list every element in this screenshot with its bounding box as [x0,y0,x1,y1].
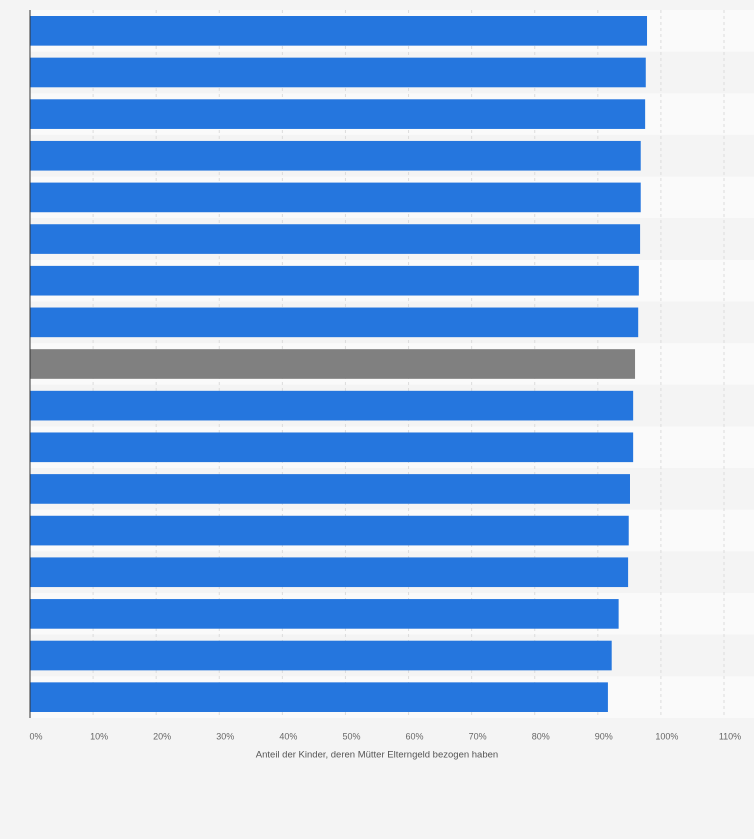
x-tick-label: 80% [532,731,550,741]
x-tick-label: 60% [406,731,424,741]
bar [30,474,630,504]
x-tick-label: 30% [216,731,234,741]
bar [30,224,641,254]
bar [30,599,619,629]
bar [30,349,636,379]
bar [30,557,629,588]
bar [30,182,641,213]
bar [30,265,639,296]
bar [30,640,612,671]
x-tick-label: 110% [719,731,741,741]
bar [30,390,634,421]
x-tick-label: 100% [655,731,678,741]
bar [30,682,608,712]
bar [30,307,639,338]
x-tick-label: 0% [29,731,42,741]
bar [30,16,648,46]
x-tick-label: 90% [595,731,613,741]
x-tick-label: 20% [153,731,171,741]
bar [30,140,641,171]
x-tick-label: 10% [90,731,108,741]
x-tick-label: 40% [279,731,297,741]
x-axis-label: Anteil der Kinder, deren Mütter Elternge… [256,750,498,761]
bar [30,99,646,129]
x-tick-label: 50% [342,731,360,741]
bar [30,515,629,546]
bar [30,57,646,88]
x-tick-label: 70% [469,731,487,741]
bar [30,432,634,463]
